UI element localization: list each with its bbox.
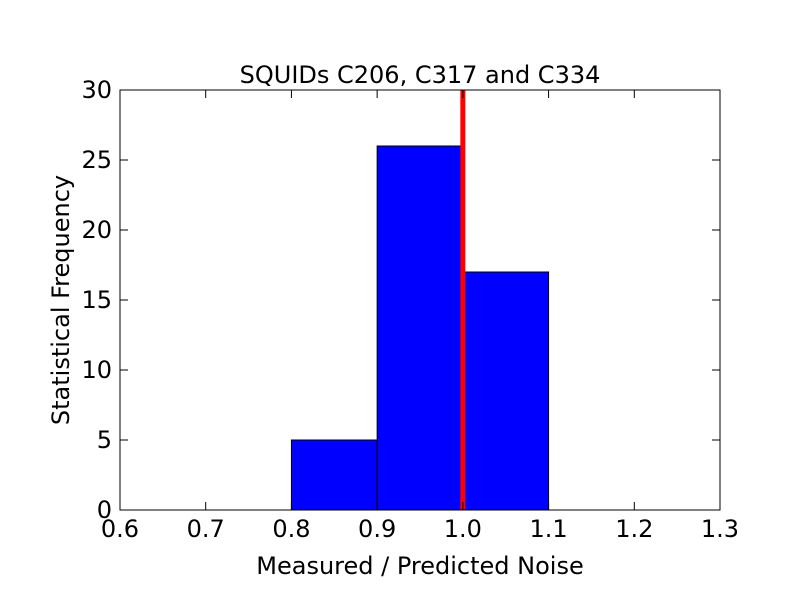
ticks-group: 0.6 0.7 0.8 0.9 1.0 1.1 1.2 1.3 0 5 10 15 20 25 30 [81, 76, 739, 543]
x-axis-label: Measured / Predicted Noise [256, 552, 583, 580]
chart-title: SQUIDs C206, C317 and C334 [240, 61, 601, 89]
histogram-bar [290, 439, 378, 511]
x-tick-label: 0.9 [358, 515, 396, 543]
x-tick-label: 1.2 [615, 515, 653, 543]
y-axis-label: Statistical Frequency [47, 175, 75, 425]
y-tick-label: 15 [81, 286, 112, 314]
y-tick-label: 5 [97, 426, 112, 454]
y-tick-label: 0 [97, 496, 112, 524]
histogram-bar [462, 271, 550, 511]
y-tick-label: 20 [81, 216, 112, 244]
plot-frame [119, 89, 721, 511]
bars-group [290, 145, 550, 511]
y-tick-label: 30 [81, 76, 112, 104]
x-tick-label: 1.3 [701, 515, 739, 543]
x-tick-label: 0.6 [101, 515, 139, 543]
x-tick-label: 0.7 [187, 515, 225, 543]
x-tick-label: 0.8 [272, 515, 310, 543]
y-tick-label: 25 [81, 146, 112, 174]
x-tick-label: 1.1 [529, 515, 567, 543]
y-tick-label: 10 [81, 356, 112, 384]
histogram-bar [376, 145, 464, 511]
x-tick-label: 1.0 [444, 515, 482, 543]
